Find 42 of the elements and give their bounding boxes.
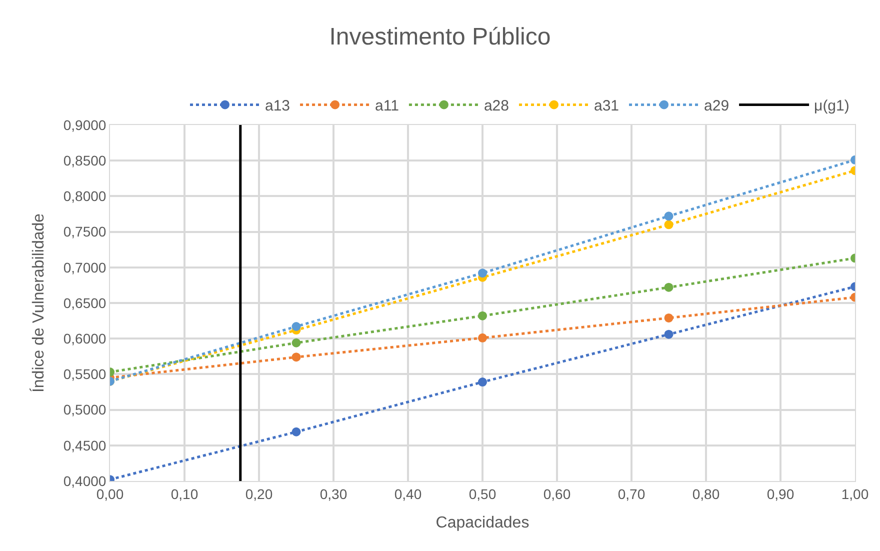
- x-tick-label: 0,70: [618, 486, 646, 502]
- x-tick-label: 0,20: [245, 486, 273, 502]
- x-tick-label: 0,10: [170, 486, 198, 502]
- x-tick-label: 0,40: [394, 486, 422, 502]
- legend-label: a13: [265, 98, 290, 115]
- point: [478, 378, 487, 387]
- point: [478, 311, 487, 320]
- y-axis-title: Índice de Vulnerabilidade: [29, 213, 48, 393]
- x-tick-label: 0,50: [468, 486, 496, 502]
- y-tick-label: 0,5000: [63, 402, 106, 418]
- point: [664, 330, 674, 339]
- x-axis-title: Capacidades: [436, 514, 530, 532]
- legend-label: μ(g1): [814, 98, 850, 115]
- x-tick-label: 1,00: [841, 486, 869, 502]
- y-tick-label: 0,6000: [63, 330, 106, 346]
- x-tick-label: 0,90: [766, 486, 794, 502]
- legend-label: a11: [375, 98, 399, 115]
- point: [292, 352, 301, 362]
- y-tick-label: 0,8500: [63, 152, 106, 168]
- point: [478, 333, 487, 342]
- y-tick-label: 0,6500: [63, 294, 106, 311]
- point: [292, 427, 301, 436]
- point: [664, 282, 674, 292]
- point: [292, 322, 301, 331]
- y-tick-label: 0,4500: [63, 437, 106, 454]
- point: [664, 220, 674, 230]
- x-tick-label: 0,80: [692, 486, 720, 502]
- y-tick-label: 0,7500: [63, 224, 106, 240]
- point: [478, 268, 487, 278]
- point: [292, 338, 301, 348]
- y-tick-label: 0,5500: [63, 366, 106, 382]
- legend-label: a28: [484, 98, 509, 115]
- y-tick-label: 0,8000: [63, 188, 106, 204]
- point: [664, 212, 674, 221]
- y-tick-label: 0,9000: [63, 116, 106, 133]
- x-tick-label: 0,60: [543, 486, 571, 502]
- x-tick-label: 0,30: [320, 486, 348, 502]
- legend-label: a31: [594, 98, 620, 115]
- y-tick-label: 0,7000: [63, 259, 106, 276]
- legend-label: a29: [704, 98, 730, 115]
- point: [664, 313, 674, 322]
- chart-title: Investimento Público: [329, 23, 551, 50]
